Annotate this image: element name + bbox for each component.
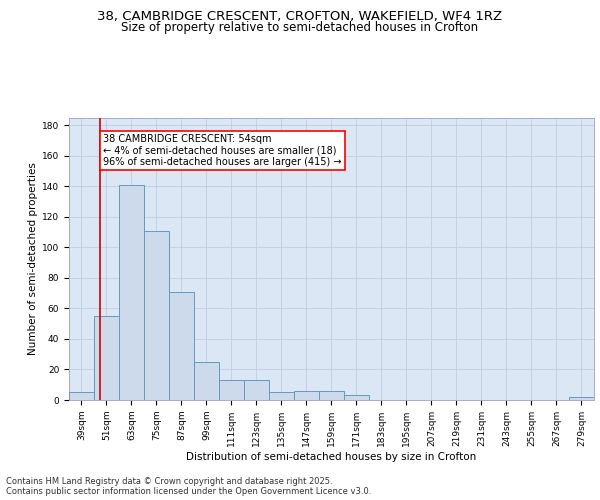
Text: 38, CAMBRIDGE CRESCENT, CROFTON, WAKEFIELD, WF4 1RZ: 38, CAMBRIDGE CRESCENT, CROFTON, WAKEFIE… (97, 10, 503, 23)
Bar (294, 391, 319, 400)
Bar (344, 396, 369, 400)
Text: 38 CAMBRIDGE CRESCENT: 54sqm
← 4% of semi-detached houses are smaller (18)
96% o: 38 CAMBRIDGE CRESCENT: 54sqm ← 4% of sem… (103, 134, 342, 168)
Bar (119, 184, 144, 400)
Bar (194, 362, 219, 400)
Y-axis label: Number of semi-detached properties: Number of semi-detached properties (28, 162, 38, 355)
Bar (569, 397, 594, 400)
Bar (94, 316, 119, 400)
Text: Size of property relative to semi-detached houses in Crofton: Size of property relative to semi-detach… (121, 21, 479, 34)
Bar (319, 391, 344, 400)
X-axis label: Distribution of semi-detached houses by size in Crofton: Distribution of semi-detached houses by … (187, 452, 476, 462)
Bar (144, 230, 169, 400)
Bar (169, 292, 194, 400)
Bar (269, 392, 294, 400)
Text: Contains HM Land Registry data © Crown copyright and database right 2025.: Contains HM Land Registry data © Crown c… (6, 477, 332, 486)
Text: Contains public sector information licensed under the Open Government Licence v3: Contains public sector information licen… (6, 487, 371, 496)
Bar (244, 380, 269, 400)
Bar (69, 392, 94, 400)
Bar (219, 380, 244, 400)
